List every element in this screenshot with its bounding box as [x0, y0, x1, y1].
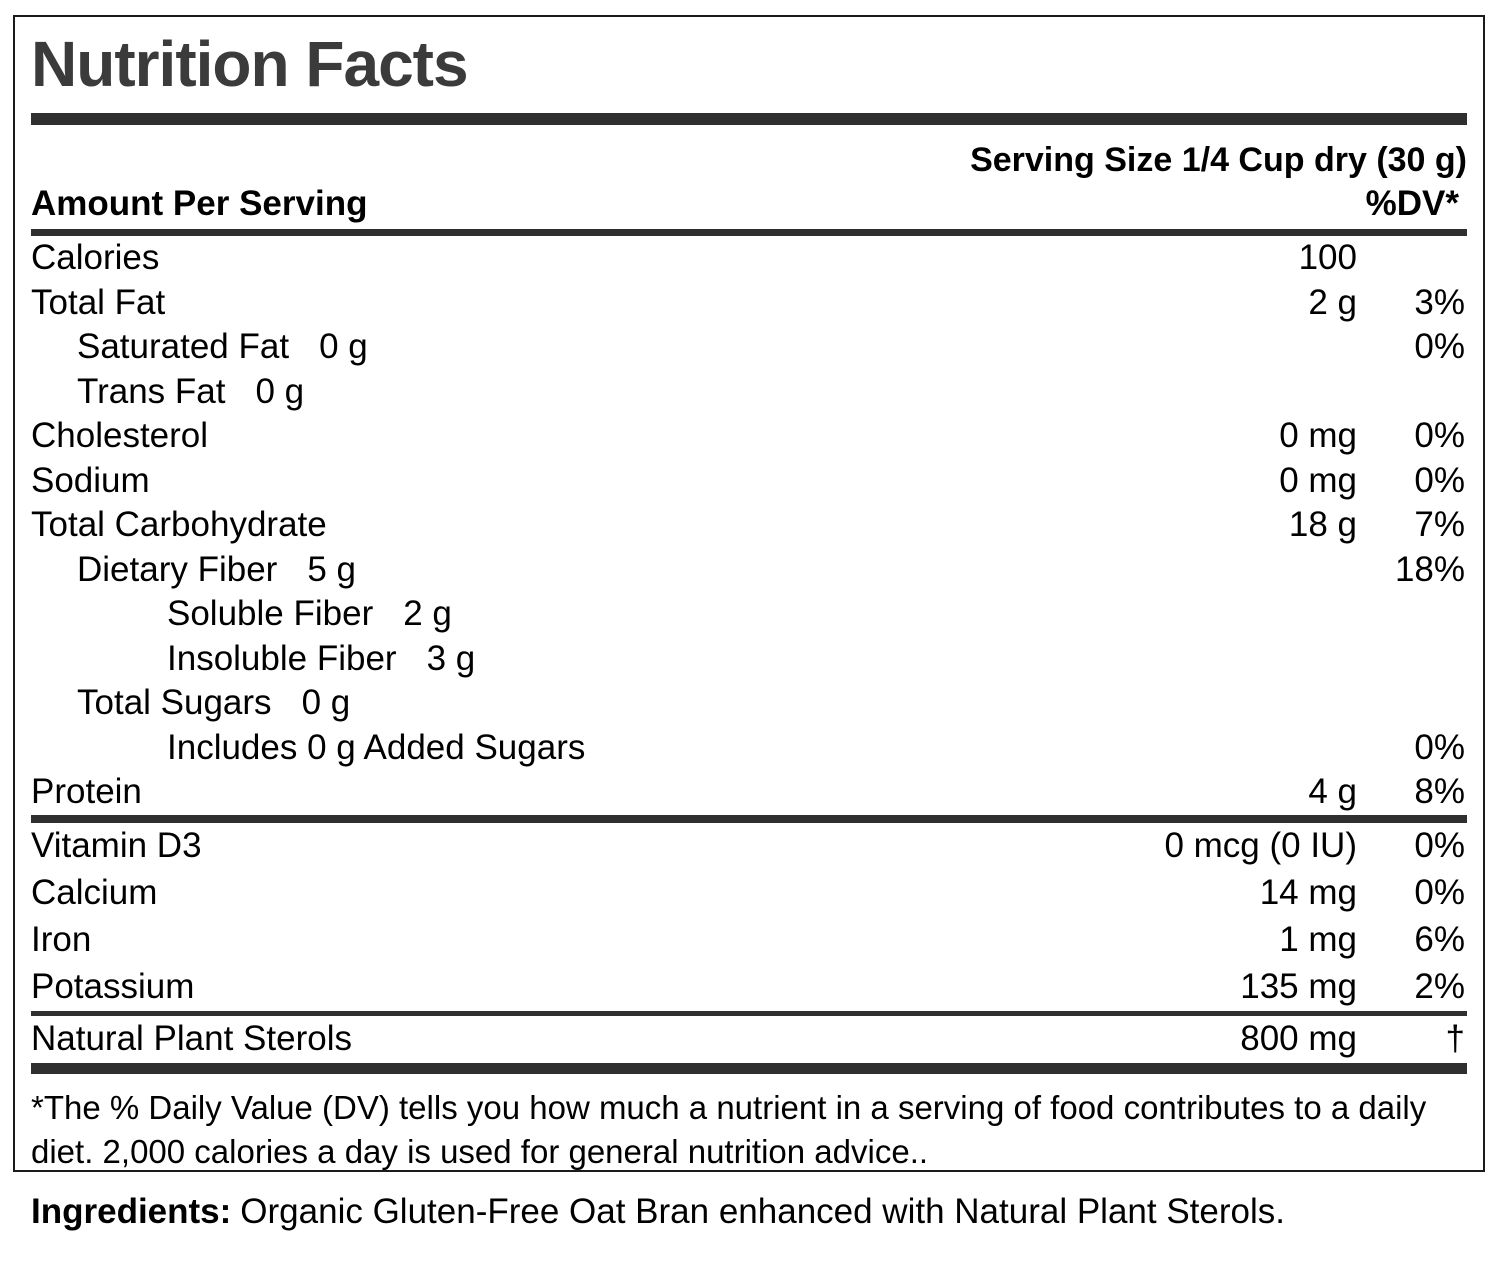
header-divider	[31, 229, 1467, 236]
ingredients-heading: Ingredients:	[31, 1192, 232, 1231]
nutrient-name: Includes 0 g Added Sugars	[167, 727, 586, 767]
serving-size: Serving Size 1/4 Cup dry (30 g)	[970, 141, 1467, 179]
nutrient-amount: 0 mg	[1279, 460, 1357, 500]
row-potassium: Potassium 135 mg 2%	[31, 964, 1467, 1011]
nutrient-name: Calories	[31, 238, 160, 278]
row-added-sugars: Includes 0 g Added Sugars 0%	[31, 726, 1467, 771]
footnote-line-2: diet. 2,000 calories a day is used for g…	[31, 1132, 929, 1170]
row-protein: Protein 4 g 8%	[31, 770, 1467, 815]
footnote-line-1: *The % Daily Value (DV) tells you how mu…	[31, 1088, 1427, 1126]
nutrient-name: Insoluble Fiber	[167, 638, 397, 678]
row-cholesterol: Cholesterol 0 mg 0%	[31, 414, 1467, 459]
nutrient-amount: 14 mg	[1259, 873, 1357, 912]
nutrient-inline-amount: 0 g	[301, 683, 351, 723]
nutrient-dv: 6%	[1414, 920, 1465, 959]
footnote-divider	[31, 1062, 1467, 1074]
page-title: Nutrition Facts	[31, 28, 469, 100]
macros-vitamins-divider	[31, 814, 1467, 823]
nutrient-amount: 4 g	[1308, 772, 1357, 812]
nutrient-amount: 2 g	[1308, 282, 1357, 322]
ingredients-line: Ingredients: Organic Gluten-Free Oat Bran…	[31, 1192, 1500, 1232]
nutrient-dv: 0%	[1414, 460, 1465, 500]
row-total-sugars: Total Sugars 0 g	[31, 681, 1467, 726]
nutrient-inline-amount: 0 g	[319, 327, 368, 367]
nutrient-dv: 0%	[1414, 416, 1465, 456]
nutrient-name: Total Fat	[31, 282, 166, 322]
nutrient-name: Natural Plant Sterols	[31, 1019, 352, 1058]
nutrient-inline-amount: 5 g	[307, 549, 356, 589]
nutrition-facts-panel: Nutrition Facts Serving Size 1/4 Cup dry…	[13, 15, 1485, 1172]
nutrient-amount: 0 mg	[1279, 416, 1357, 456]
row-total-carbohydrate: Total Carbohydrate 18 g 7%	[31, 503, 1467, 548]
row-sodium: Sodium 0 mg 0%	[31, 459, 1467, 504]
row-iron: Iron 1 mg 6%	[31, 917, 1467, 964]
nutrient-dv: 0%	[1414, 727, 1465, 767]
nutrient-dv: 7%	[1414, 505, 1465, 545]
row-saturated-fat: Saturated Fat 0 g 0%	[31, 325, 1467, 370]
dv-column-header: %DV*	[1365, 184, 1459, 223]
nutrient-amount: 18 g	[1288, 505, 1357, 545]
nutrient-name: Calcium	[31, 873, 158, 912]
nutrient-inline-amount: 2 g	[403, 594, 452, 634]
nutrient-name: Total Sugars	[77, 683, 272, 723]
nutrient-name: Iron	[31, 920, 92, 959]
row-natural-plant-sterols: Natural Plant Sterols 800 mg †	[31, 1016, 1467, 1063]
nutrient-name: Sodium	[31, 460, 150, 500]
row-total-fat: Total Fat 2 g 3%	[31, 281, 1467, 326]
nutrient-inline-amount: 0 g	[255, 371, 305, 411]
column-header-row: Amount Per Serving %DV*	[31, 185, 1467, 223]
daily-value-footnote: *The % Daily Value (DV) tells you how mu…	[31, 1086, 1467, 1174]
nutrient-name: Saturated Fat	[77, 327, 290, 367]
row-dietary-fiber: Dietary Fiber 5 g 18%	[31, 548, 1467, 593]
row-insoluble-fiber: Insoluble Fiber 3 g	[31, 637, 1467, 682]
nutrient-name: Cholesterol	[31, 416, 209, 456]
sterols-divider	[31, 1010, 1467, 1016]
nutrient-name: Protein	[31, 772, 142, 812]
nutrient-amount: 1 mg	[1279, 920, 1357, 959]
nutrient-name: Potassium	[31, 967, 195, 1006]
row-trans-fat: Trans Fat 0 g	[31, 370, 1467, 415]
nutrient-dv: 2%	[1414, 967, 1465, 1006]
row-vitamin-d3: Vitamin D3 0 mcg (0 IU) 0%	[31, 823, 1467, 870]
nutrient-dv: 3%	[1414, 282, 1465, 322]
nutrient-dv: †	[1445, 1019, 1465, 1058]
nutrient-name: Trans Fat	[77, 371, 226, 411]
title-divider	[31, 113, 1467, 125]
nutrient-dv: 0%	[1414, 327, 1465, 367]
nutrient-amount: 800 mg	[1240, 1019, 1357, 1058]
nutrient-inline-amount: 3 g	[426, 638, 476, 678]
nutrient-amount: 135 mg	[1240, 967, 1357, 1006]
nutrient-amount: 0 mcg (0 IU)	[1164, 826, 1357, 865]
nutrient-name: Vitamin D3	[31, 826, 202, 865]
ingredients-text: Organic Gluten-Free Oat Bran enhanced wi…	[240, 1192, 1285, 1231]
nutrient-dv: 8%	[1414, 772, 1465, 812]
nutrient-name: Soluble Fiber	[167, 594, 374, 634]
nutrient-dv: 18%	[1394, 549, 1465, 589]
row-soluble-fiber: Soluble Fiber 2 g	[31, 592, 1467, 637]
nutrient-dv: 0%	[1414, 873, 1465, 912]
row-calcium: Calcium 14 mg 0%	[31, 870, 1467, 917]
row-calories: Calories 100	[31, 236, 1467, 281]
amount-per-serving-header: Amount Per Serving	[31, 184, 368, 223]
nutrient-dv: 0%	[1414, 826, 1465, 865]
nutrient-name: Dietary Fiber	[77, 549, 278, 589]
nutrient-amount: 100	[1298, 238, 1357, 278]
nutrient-name: Total Carbohydrate	[31, 505, 327, 545]
nutrient-rows: Calories 100 Total Fat 2 g 3% Saturated …	[31, 236, 1467, 1063]
